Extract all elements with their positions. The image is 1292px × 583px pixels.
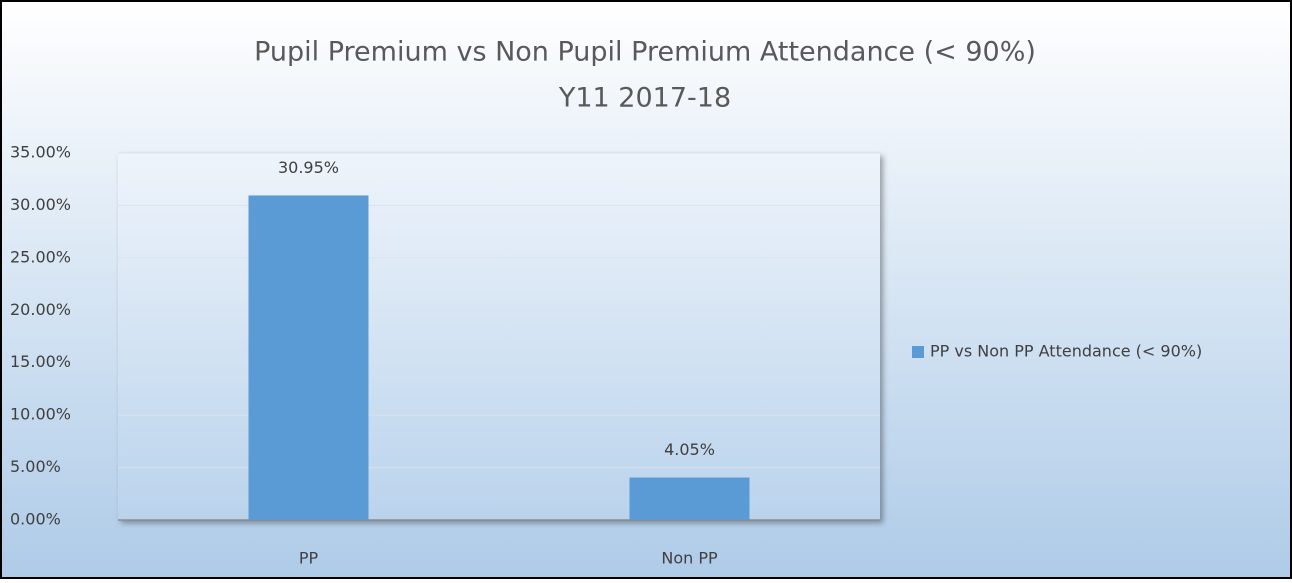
x-tick-label: Non PP [661,549,718,568]
y-tick-label: 0.00% [10,510,61,529]
data-label: 30.95% [278,158,339,177]
x-tick-label: PP [299,549,319,568]
data-label: 4.05% [664,440,715,459]
y-tick-label: 25.00% [10,247,71,266]
bar [629,477,750,520]
chart-subtitle: Y11 2017-18 [558,83,731,114]
legend-swatch [912,346,924,358]
y-tick-label: 20.00% [10,300,71,319]
chart-title: Pupil Premium vs Non Pupil Premium Atten… [254,37,1036,68]
y-tick-label: 15.00% [10,352,71,371]
y-tick-label: 10.00% [10,405,71,424]
y-tick-label: 35.00% [10,143,71,162]
legend-label: PP vs Non PP Attendance (< 90%) [930,342,1202,361]
y-tick-label: 30.00% [10,195,71,214]
plot-area [118,153,880,520]
bar [248,195,369,520]
y-tick-label: 5.00% [10,457,61,476]
